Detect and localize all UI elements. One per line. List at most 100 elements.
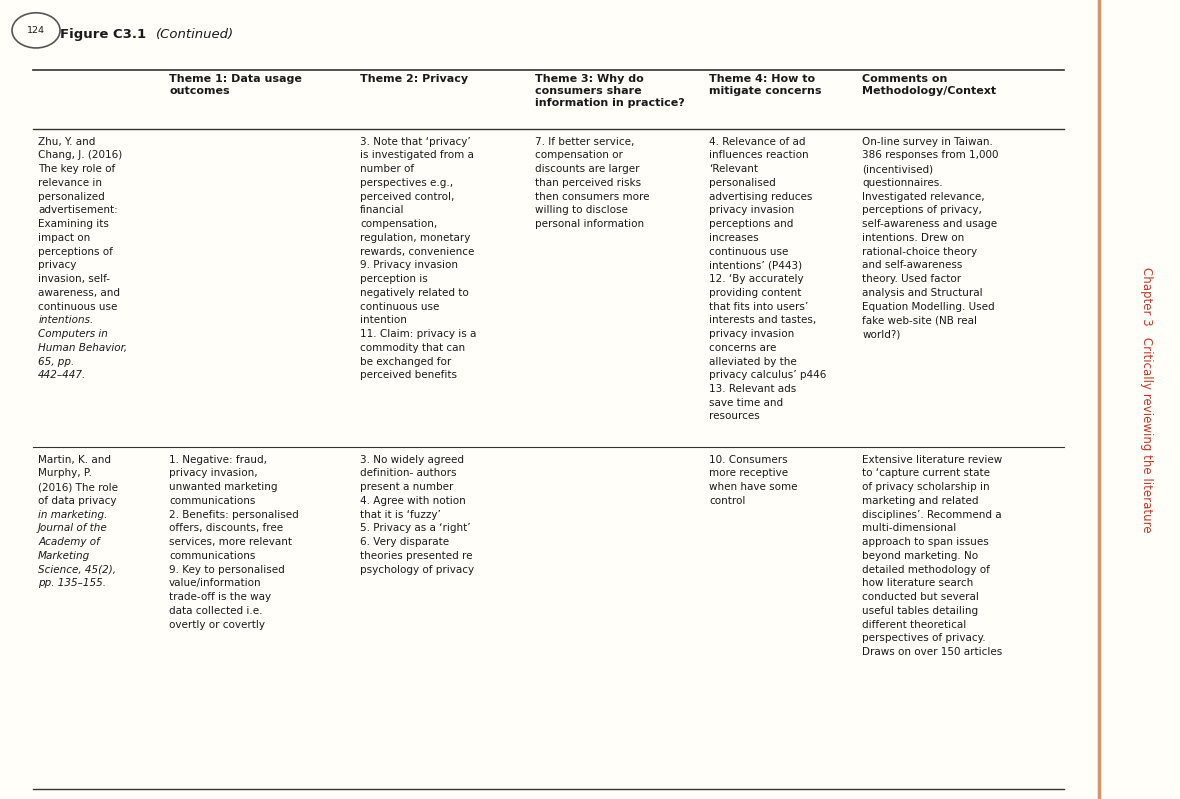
Text: of data privacy: of data privacy [38, 496, 117, 506]
Text: perceived control,: perceived control, [360, 192, 454, 201]
Text: relevance in: relevance in [38, 178, 103, 188]
Text: Examining its: Examining its [38, 219, 109, 229]
Text: more receptive: more receptive [709, 468, 788, 479]
Text: Figure C3.1: Figure C3.1 [60, 28, 151, 41]
Text: Theme 2: Privacy: Theme 2: Privacy [360, 74, 468, 84]
Text: influences reaction: influences reaction [709, 150, 809, 161]
Text: perspectives of privacy.: perspectives of privacy. [863, 634, 986, 643]
Text: that fits into users’: that fits into users’ [709, 301, 808, 312]
Text: Chapter 3   Critically reviewing the literature: Chapter 3 Critically reviewing the liter… [1140, 267, 1153, 532]
Text: The key role of: The key role of [38, 164, 116, 174]
Text: Comments on
Methodology/Context: Comments on Methodology/Context [863, 74, 996, 96]
Text: 2. Benefits: personalised: 2. Benefits: personalised [169, 510, 299, 519]
Text: (Continued): (Continued) [156, 28, 234, 41]
Text: 6. Very disparate: 6. Very disparate [360, 537, 450, 547]
Text: self-awareness and usage: self-awareness and usage [863, 219, 997, 229]
Text: overtly or covertly: overtly or covertly [169, 619, 266, 630]
Text: Theme 4: How to
mitigate concerns: Theme 4: How to mitigate concerns [709, 74, 822, 96]
Text: On-line survey in Taiwan.: On-line survey in Taiwan. [863, 137, 994, 147]
Text: is investigated from a: is investigated from a [360, 150, 474, 161]
Text: increases: increases [709, 233, 759, 243]
Text: 5. Privacy as a ‘right’: 5. Privacy as a ‘right’ [360, 523, 471, 534]
Text: rewards, convenience: rewards, convenience [360, 247, 474, 256]
Text: 124: 124 [27, 26, 45, 35]
Text: unwanted marketing: unwanted marketing [169, 482, 277, 492]
Text: Academy of: Academy of [38, 537, 100, 547]
Text: concerns are: concerns are [709, 343, 776, 353]
Text: perspectives e.g.,: perspectives e.g., [360, 178, 453, 188]
Text: regulation, monetary: regulation, monetary [360, 233, 471, 243]
Text: Computers in: Computers in [38, 329, 109, 339]
Text: be exchanged for: be exchanged for [360, 356, 452, 367]
Text: disciplines’. Recommend a: disciplines’. Recommend a [863, 510, 1002, 519]
Text: data collected i.e.: data collected i.e. [169, 606, 263, 616]
Text: communications: communications [169, 551, 256, 561]
Text: Theme 1: Data usage
outcomes: Theme 1: Data usage outcomes [169, 74, 302, 96]
Text: 442–447.: 442–447. [38, 370, 86, 380]
Text: approach to span issues: approach to span issues [863, 537, 989, 547]
Text: discounts are larger: discounts are larger [535, 164, 640, 174]
Text: multi-dimensional: multi-dimensional [863, 523, 957, 534]
Text: services, more relevant: services, more relevant [169, 537, 293, 547]
Text: commodity that can: commodity that can [360, 343, 465, 353]
Text: awareness, and: awareness, and [38, 288, 120, 298]
Text: useful tables detailing: useful tables detailing [863, 606, 978, 616]
Text: intentions’ (P443): intentions’ (P443) [709, 260, 802, 270]
Text: fake web-site (NB real: fake web-site (NB real [863, 316, 977, 325]
Text: financial: financial [360, 205, 405, 216]
Text: 4. Agree with notion: 4. Agree with notion [360, 496, 466, 506]
Text: continuous use: continuous use [38, 301, 118, 312]
Text: value/information: value/information [169, 578, 262, 588]
Text: personalised: personalised [709, 178, 776, 188]
Text: pp. 135–155.: pp. 135–155. [38, 578, 106, 588]
Text: Zhu, Y. and: Zhu, Y. and [38, 137, 96, 147]
Text: analysis and Structural: analysis and Structural [863, 288, 983, 298]
Text: conducted but several: conducted but several [863, 592, 979, 602]
Text: willing to disclose: willing to disclose [535, 205, 628, 216]
Text: 10. Consumers: 10. Consumers [709, 455, 788, 465]
Text: intentions.: intentions. [38, 316, 93, 325]
Text: 9. Key to personalised: 9. Key to personalised [169, 565, 284, 574]
Text: negatively related to: negatively related to [360, 288, 468, 298]
Text: privacy: privacy [38, 260, 77, 270]
Text: then consumers more: then consumers more [535, 192, 649, 201]
Text: personalized: personalized [38, 192, 105, 201]
Text: theories presented re: theories presented re [360, 551, 473, 561]
Text: Chang, J. (2016): Chang, J. (2016) [38, 150, 123, 161]
Text: 3. No widely agreed: 3. No widely agreed [360, 455, 464, 465]
Text: how literature search: how literature search [863, 578, 973, 588]
Text: 386 responses from 1,000: 386 responses from 1,000 [863, 150, 998, 161]
Text: and self-awareness: and self-awareness [863, 260, 963, 270]
Text: offers, discounts, free: offers, discounts, free [169, 523, 283, 534]
Text: 13. Relevant ads: 13. Relevant ads [709, 384, 796, 394]
Text: Marketing: Marketing [38, 551, 91, 561]
Text: personal information: personal information [535, 219, 644, 229]
Text: definition- authors: definition- authors [360, 468, 457, 479]
Text: Science, 45(2),: Science, 45(2), [38, 565, 116, 574]
Text: perceptions of privacy,: perceptions of privacy, [863, 205, 982, 216]
Text: Investigated relevance,: Investigated relevance, [863, 192, 985, 201]
Text: compensation,: compensation, [360, 219, 438, 229]
Text: beyond marketing. No: beyond marketing. No [863, 551, 978, 561]
Text: intentions. Drew on: intentions. Drew on [863, 233, 964, 243]
Text: 7. If better service,: 7. If better service, [535, 137, 634, 147]
Text: privacy invasion: privacy invasion [709, 329, 794, 339]
Text: marketing and related: marketing and related [863, 496, 978, 506]
Text: advertising reduces: advertising reduces [709, 192, 813, 201]
Text: 65, pp.: 65, pp. [38, 356, 74, 367]
Text: advertisement:: advertisement: [38, 205, 118, 216]
Text: Martin, K. and: Martin, K. and [38, 455, 111, 465]
Text: impact on: impact on [38, 233, 91, 243]
Text: to ‘capture current state: to ‘capture current state [863, 468, 990, 479]
Text: in marketing.: in marketing. [38, 510, 107, 519]
Text: Human Behavior,: Human Behavior, [38, 343, 127, 353]
Text: perceived benefits: perceived benefits [360, 370, 457, 380]
Text: Extensive literature review: Extensive literature review [863, 455, 1003, 465]
Text: psychology of privacy: psychology of privacy [360, 565, 474, 574]
Text: 3. Note that ‘privacy’: 3. Note that ‘privacy’ [360, 137, 471, 147]
Text: continuous use: continuous use [360, 301, 440, 312]
Text: Journal of the: Journal of the [38, 523, 107, 534]
Text: of privacy scholarship in: of privacy scholarship in [863, 482, 990, 492]
Text: privacy calculus’ p446: privacy calculus’ p446 [709, 370, 827, 380]
Text: Draws on over 150 articles: Draws on over 150 articles [863, 647, 1003, 657]
